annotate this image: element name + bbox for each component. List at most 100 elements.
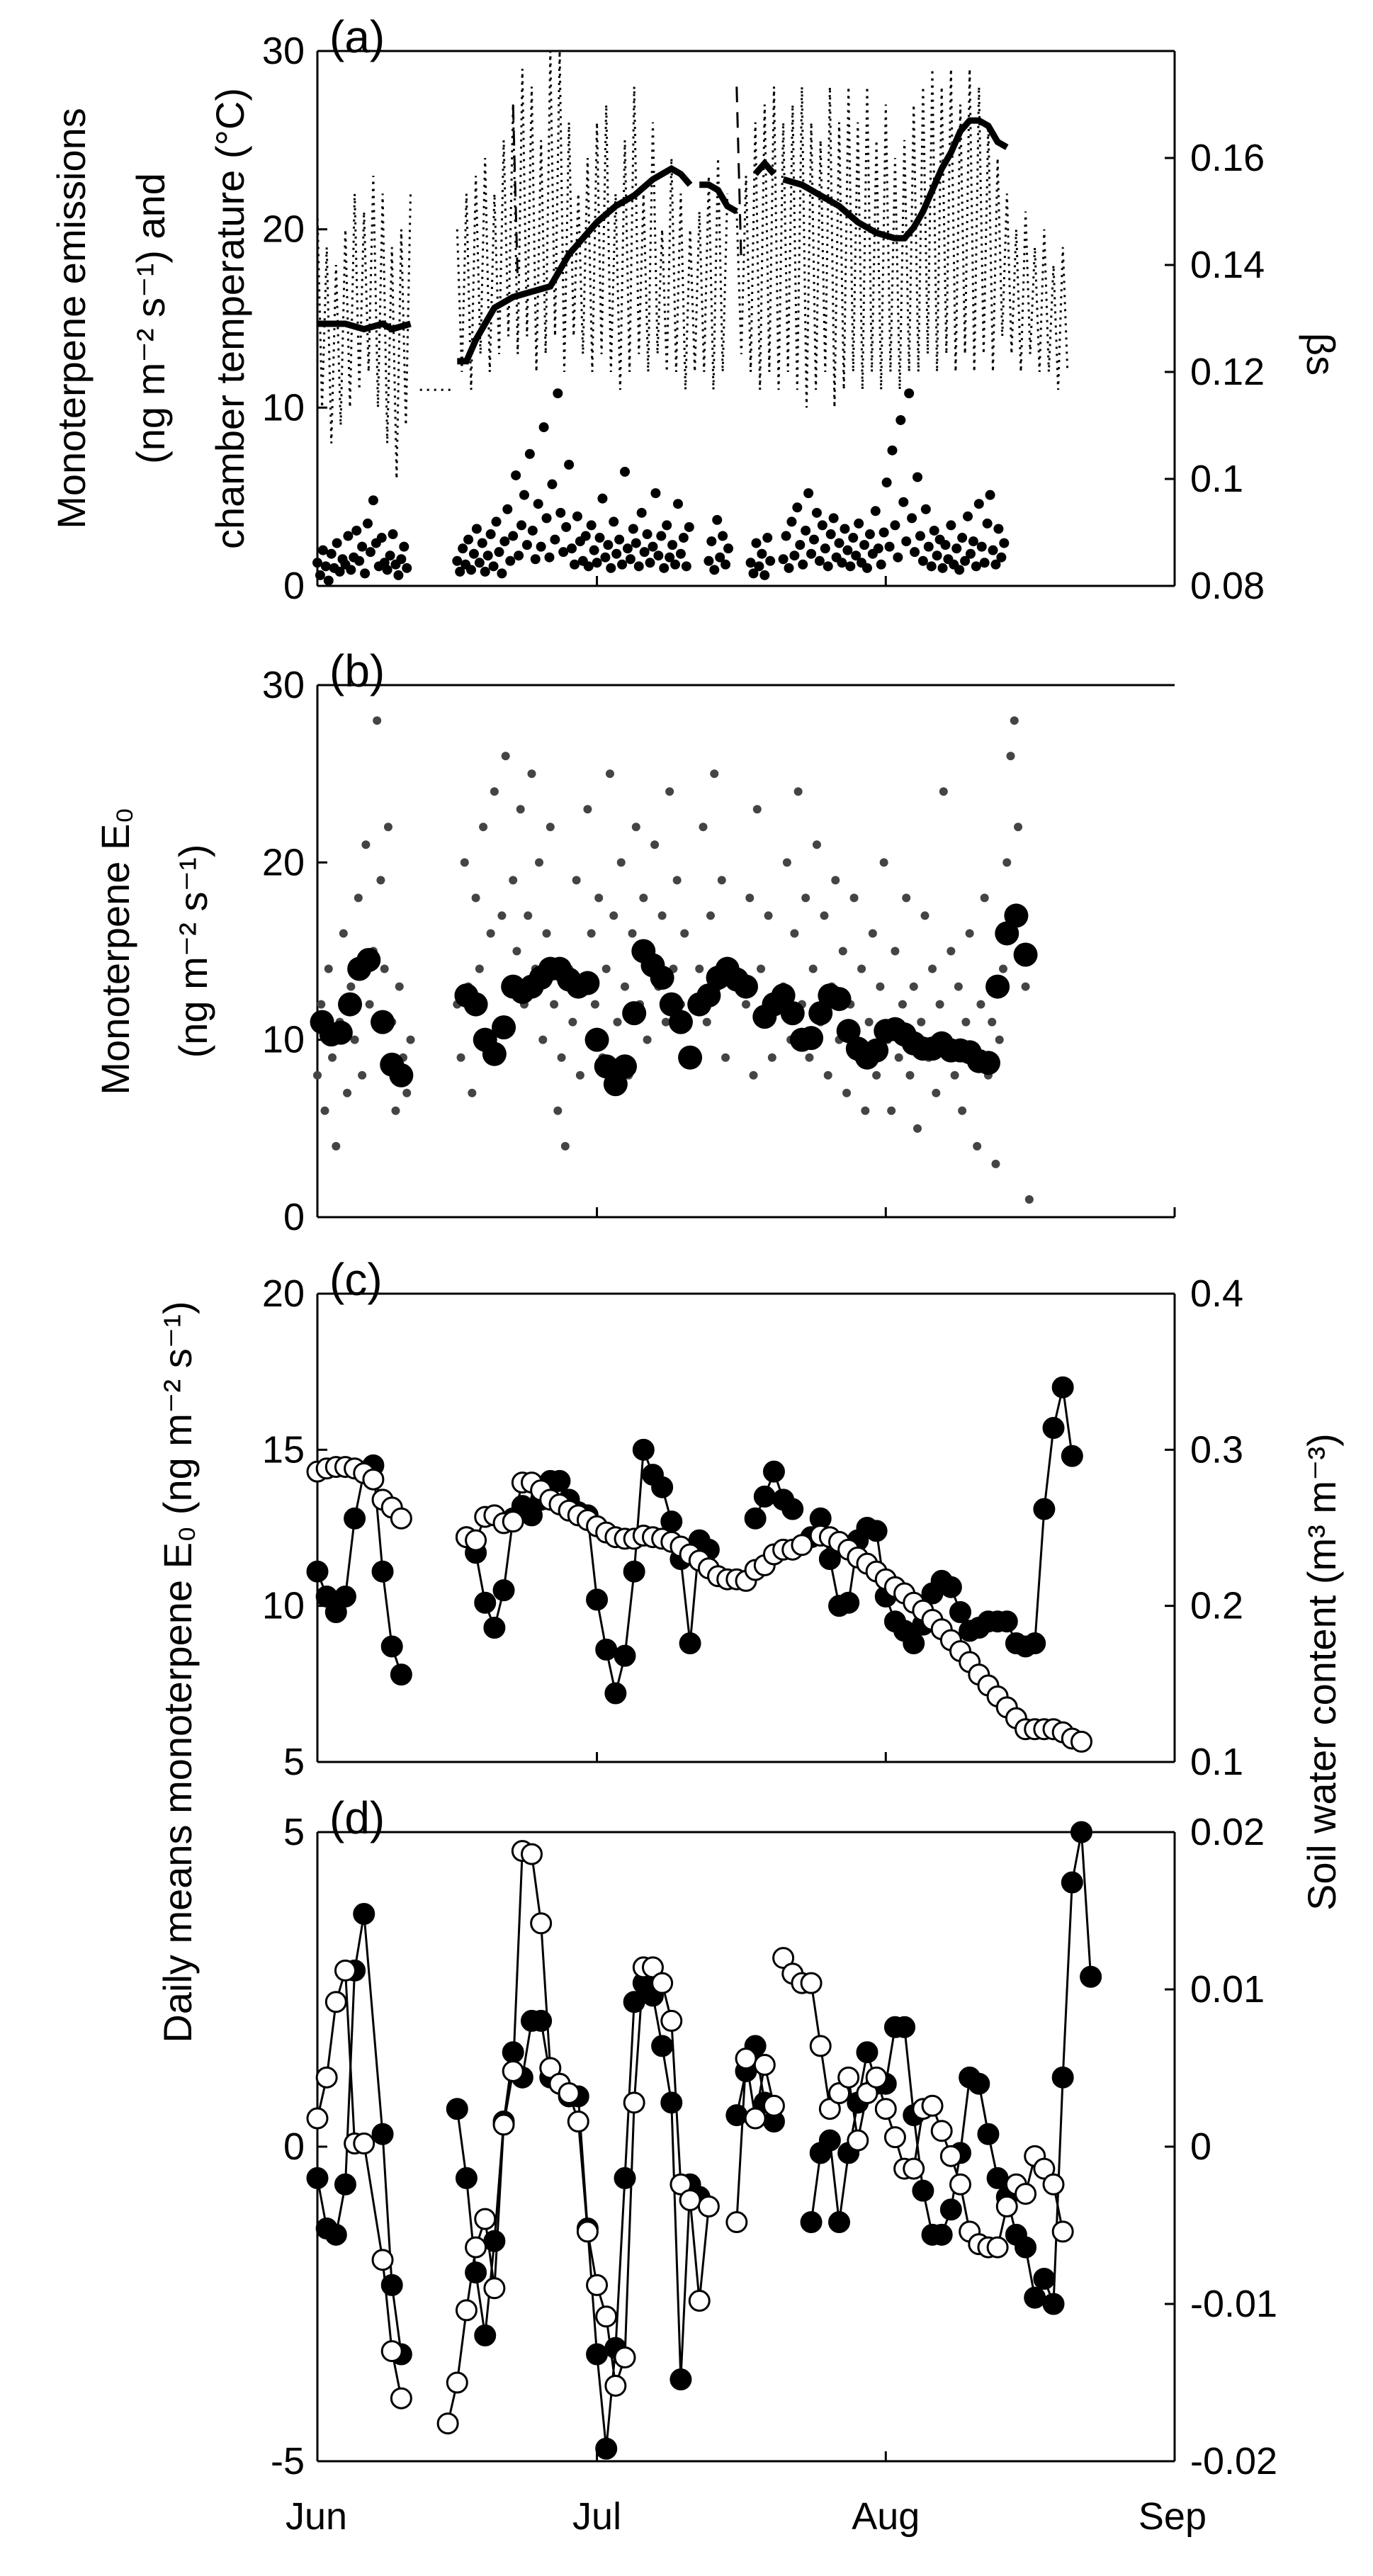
data-point: [499, 536, 510, 547]
open-circle-point: [651, 1972, 674, 1994]
open-circle-point: [576, 2220, 599, 2243]
data-point: [586, 520, 597, 531]
data-point: [979, 558, 990, 568]
data-point: [891, 947, 900, 956]
filled-circle-point: [781, 1498, 804, 1520]
daily-mean-point: [780, 1001, 805, 1026]
data-point: [894, 1053, 903, 1062]
filled-circle-point: [465, 2261, 487, 2284]
data-point: [859, 540, 870, 550]
data-point: [527, 769, 536, 779]
daily-mean-point: [864, 1038, 889, 1063]
data-point: [723, 543, 734, 554]
open-circle-point: [390, 2387, 412, 2410]
data-point: [509, 876, 518, 885]
data-point: [854, 518, 864, 529]
data-point: [957, 533, 968, 543]
data-point: [901, 536, 912, 547]
data-point: [315, 570, 325, 580]
right-tick-label: 0.08: [1190, 565, 1265, 607]
data-point: [357, 541, 368, 552]
data-point: [840, 524, 850, 534]
filled-circle-point: [1070, 1821, 1092, 1843]
filled-circle-point: [306, 1560, 329, 1583]
data-point: [455, 566, 465, 577]
data-point: [360, 568, 371, 579]
data-point: [695, 964, 704, 973]
data-point: [480, 566, 490, 577]
data-point: [609, 911, 618, 920]
data-point: [876, 559, 886, 570]
data-point: [402, 1088, 412, 1097]
data-point: [912, 472, 922, 482]
data-point: [881, 478, 892, 488]
filled-circle-point: [930, 2223, 953, 2246]
data-point: [527, 525, 538, 536]
data-point: [351, 525, 362, 536]
left-tick-label: 5: [283, 1811, 305, 1853]
data-point: [639, 547, 650, 558]
data-point: [988, 545, 998, 555]
data-point: [721, 559, 731, 570]
data-point: [628, 524, 638, 534]
open-circle-point: [558, 2082, 580, 2105]
data-point: [675, 548, 686, 559]
data-point: [350, 1035, 359, 1044]
data-point: [332, 538, 342, 548]
data-point: [1021, 982, 1030, 991]
filled-circle-point: [939, 2198, 962, 2221]
data-point: [521, 540, 532, 550]
data-point: [917, 1017, 926, 1027]
data-point: [339, 929, 348, 938]
open-circle-point: [688, 2290, 711, 2312]
data-point: [811, 507, 822, 518]
data-point: [801, 893, 810, 903]
filled-circle-point: [651, 2035, 674, 2057]
data-point: [929, 525, 939, 536]
data-point: [757, 964, 766, 973]
open-circle-point: [986, 2236, 1009, 2259]
data-point: [898, 497, 909, 507]
data-point: [530, 554, 541, 565]
data-point: [937, 563, 948, 573]
open-circle-point: [324, 1991, 347, 2013]
open-circle-point: [762, 2094, 785, 2117]
data-point: [396, 554, 407, 565]
left-axis-label: Daily means monoterpene E₀ (ng m⁻² s⁻¹): [155, 1301, 200, 2043]
data-point: [611, 548, 622, 559]
panel-1: 0 10 20 30 (b) Monoterpene E₀ (ng m⁻² s⁻¹): [93, 645, 1176, 1238]
data-point: [485, 529, 496, 540]
left-tick-label: 10: [262, 1019, 305, 1061]
data-point: [365, 547, 375, 558]
filled-circle-point: [1033, 2267, 1056, 2290]
data-point: [363, 518, 373, 529]
left-tick-label: 30: [262, 664, 305, 706]
data-point: [642, 529, 652, 540]
data-point: [751, 538, 762, 548]
left-tick-label: 30: [262, 30, 305, 72]
open-circle-point: [465, 1529, 487, 1552]
data-point: [864, 1017, 874, 1027]
filled-circle-point: [949, 1600, 971, 1623]
data-point: [320, 561, 331, 572]
open-circle-point: [334, 1959, 356, 1982]
data-point: [754, 561, 764, 572]
data-point: [759, 570, 770, 580]
data-point: [603, 540, 614, 550]
data-point: [742, 1000, 750, 1009]
data-point: [650, 488, 661, 499]
filled-circle-point: [1080, 1965, 1102, 1988]
right-tick-label: 0.01: [1190, 1968, 1265, 2011]
data-point: [361, 840, 371, 849]
data-point: [567, 543, 577, 554]
filled-circle-point: [856, 2041, 878, 2064]
data-point: [625, 554, 635, 565]
panel-3: -5 0 5 -0.02 -0.01 0 0.01 0.02 (d): [271, 1792, 1277, 2482]
open-circle-point: [483, 2277, 506, 2300]
right-tick-label: 0.12: [1190, 351, 1265, 393]
data-point: [887, 445, 898, 456]
right-tick-label: 0.1: [1190, 1741, 1243, 1783]
data-point: [973, 1141, 982, 1151]
data-point: [501, 752, 510, 761]
